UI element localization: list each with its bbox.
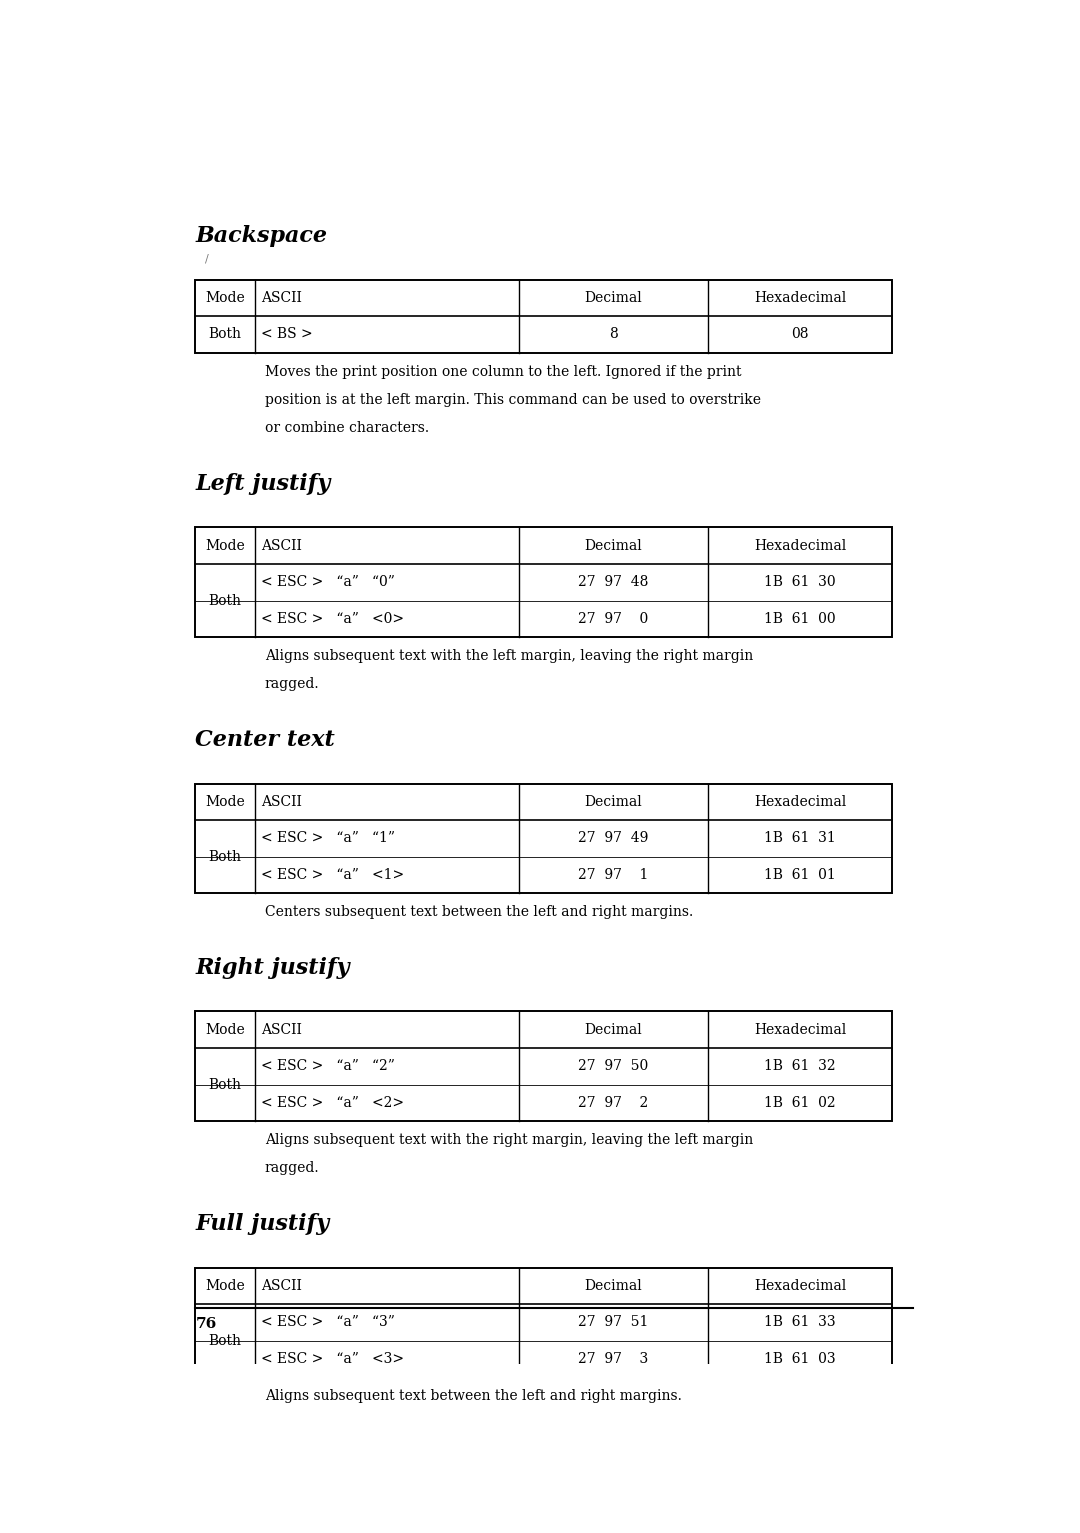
Text: 1B  61  00: 1B 61 00 [765,612,836,625]
Text: Mode: Mode [205,796,245,809]
Text: Decimal: Decimal [584,796,643,809]
Text: Both: Both [208,593,242,607]
Text: 08: 08 [792,328,809,342]
Text: ragged.: ragged. [265,678,320,691]
Text: ASCII: ASCII [261,291,302,305]
Text: 27  97  48: 27 97 48 [579,575,649,589]
Text: ASCII: ASCII [261,796,302,809]
Text: Mode: Mode [205,291,245,305]
Text: ASCII: ASCII [261,538,302,553]
Text: Center text: Center text [195,730,335,751]
Text: 1B  61  03: 1B 61 03 [765,1352,836,1366]
Text: Mode: Mode [205,538,245,553]
Text: 27  97    0: 27 97 0 [579,612,649,625]
Text: Hexadecimal: Hexadecimal [754,538,847,553]
Text: 1B  61  30: 1B 61 30 [765,575,836,589]
Text: < BS >: < BS > [261,328,313,342]
Text: < ESC >   “a”   “3”: < ESC > “a” “3” [261,1315,395,1329]
Text: 1B  61  33: 1B 61 33 [765,1315,836,1329]
Text: < ESC >   “a”   <0>: < ESC > “a” <0> [261,612,404,625]
Text: 76: 76 [195,1317,216,1331]
Bar [195,783,892,894]
Text: Both: Both [208,1334,242,1348]
Text: Aligns subsequent text with the left margin, leaving the right margin: Aligns subsequent text with the left mar… [265,648,753,664]
Text: < ESC >   “a”   <1>: < ESC > “a” <1> [261,868,404,881]
Text: Decimal: Decimal [584,538,643,553]
Text: Moves the print position one column to the left. Ignored if the print: Moves the print position one column to t… [265,365,741,379]
Text: Full justify: Full justify [195,1213,329,1236]
Text: Decimal: Decimal [584,1023,643,1036]
Text: Right justify: Right justify [195,957,350,980]
Text: Hexadecimal: Hexadecimal [754,796,847,809]
Text: position is at the left margin. This command can be used to overstrike: position is at the left margin. This com… [265,392,760,406]
Text: ASCII: ASCII [261,1023,302,1036]
Text: Backspace: Backspace [195,225,327,247]
Text: Left justify: Left justify [195,474,330,495]
Text: Hexadecimal: Hexadecimal [754,291,847,305]
Bar [195,1012,892,1121]
Text: 27  97    1: 27 97 1 [579,868,649,881]
Text: < ESC >   “a”   “1”: < ESC > “a” “1” [261,831,395,846]
Text: < ESC >   “a”   <2>: < ESC > “a” <2> [261,1096,404,1110]
Bar [195,1268,892,1377]
Text: ragged.: ragged. [265,1162,320,1176]
Text: Hexadecimal: Hexadecimal [754,1279,847,1292]
Bar [195,279,892,353]
Text: Mode: Mode [205,1279,245,1292]
Text: Aligns subsequent text with the right margin, leaving the left margin: Aligns subsequent text with the right ma… [265,1133,753,1147]
Text: 27  97    2: 27 97 2 [579,1096,649,1110]
Text: ASCII: ASCII [261,1279,302,1292]
Text: Decimal: Decimal [584,291,643,305]
Text: 27  97    3: 27 97 3 [579,1352,649,1366]
Text: 27  97  51: 27 97 51 [579,1315,649,1329]
Text: Hexadecimal: Hexadecimal [754,1023,847,1036]
Bar [195,527,892,638]
Text: 27  97  50: 27 97 50 [579,1059,649,1073]
Text: 1B  61  32: 1B 61 32 [765,1059,836,1073]
Text: Both: Both [208,328,242,342]
Text: 1B  61  01: 1B 61 01 [765,868,836,881]
Text: Mode: Mode [205,1023,245,1036]
Text: Aligns subsequent text between the left and right margins.: Aligns subsequent text between the left … [265,1389,681,1403]
Text: /: / [205,253,210,264]
Text: Both: Both [208,849,242,863]
Text: 1B  61  31: 1B 61 31 [765,831,836,846]
Text: < ESC >   “a”   “2”: < ESC > “a” “2” [261,1059,395,1073]
Text: Centers subsequent text between the left and right margins.: Centers subsequent text between the left… [265,904,693,920]
Text: 1B  61  02: 1B 61 02 [765,1096,836,1110]
Text: 27  97  49: 27 97 49 [579,831,649,846]
Text: Both: Both [208,1078,242,1091]
Text: Decimal: Decimal [584,1279,643,1292]
Text: < ESC >   “a”   “0”: < ESC > “a” “0” [261,575,395,589]
Text: 8: 8 [609,328,618,342]
Text: < ESC >   “a”   <3>: < ESC > “a” <3> [261,1352,404,1366]
Text: or combine characters.: or combine characters. [265,422,429,435]
